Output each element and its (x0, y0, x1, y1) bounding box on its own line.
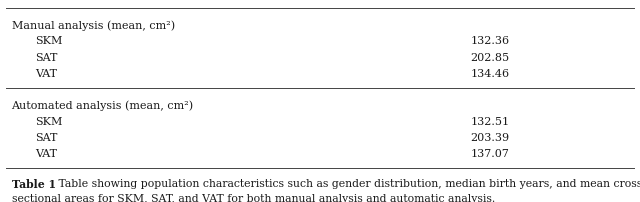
Text: Manual analysis (mean, cm²): Manual analysis (mean, cm²) (12, 20, 175, 31)
Text: VAT: VAT (35, 149, 57, 159)
Text: 132.36: 132.36 (470, 36, 509, 46)
Text: SAT: SAT (35, 53, 58, 63)
Text: SAT: SAT (35, 133, 58, 143)
Text: Table 1: Table 1 (12, 179, 56, 190)
Text: 132.51: 132.51 (470, 117, 509, 127)
Text: sectional areas for SKM, SAT, and VAT for both manual analysis and automatic ana: sectional areas for SKM, SAT, and VAT fo… (12, 194, 495, 202)
Text: 202.85: 202.85 (470, 53, 509, 63)
Text: Table showing population characteristics such as gender distribution, median bir: Table showing population characteristics… (55, 179, 640, 189)
Text: 134.46: 134.46 (470, 69, 509, 79)
Text: SKM: SKM (35, 117, 63, 127)
Text: Automated analysis (mean, cm²): Automated analysis (mean, cm²) (12, 101, 194, 111)
Text: 203.39: 203.39 (470, 133, 509, 143)
Text: 137.07: 137.07 (470, 149, 509, 159)
Text: SKM: SKM (35, 36, 63, 46)
Text: VAT: VAT (35, 69, 57, 79)
